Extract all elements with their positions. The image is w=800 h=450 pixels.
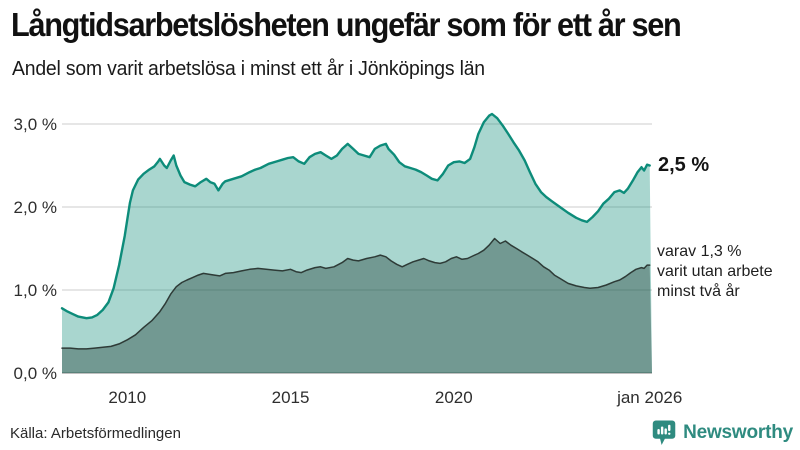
chart-subtitle: Andel som varit arbetslösa i minst ett å… xyxy=(12,58,485,80)
area-total-one-year xyxy=(62,114,652,373)
y-tick-label: 0,0 % xyxy=(14,364,57,383)
annotation-subset-label: varav 1,3 % varit utan arbete minst två … xyxy=(657,242,773,302)
annotation-subset-line1: varav 1,3 % xyxy=(657,243,742,260)
source-credit: Källa: Arbetsförmedlingen xyxy=(10,425,181,442)
newsworthy-logo[interactable]: Newsworthy xyxy=(652,419,793,447)
area-subset-two-years xyxy=(62,238,652,373)
annotation-subset-line3: minst två år xyxy=(657,283,740,300)
newsworthy-logo-icon xyxy=(652,419,677,447)
annotation-subset-line2: varit utan arbete xyxy=(657,263,773,280)
newsworthy-logo-wordmark: Newsworthy xyxy=(683,422,793,443)
y-tick-label: 1,0 % xyxy=(14,281,57,300)
annotation-total-value: 2,5 % xyxy=(658,154,710,176)
line-subset-two-years xyxy=(61,237,651,350)
x-tick-label: jan 2026 xyxy=(616,388,682,407)
line-total-one-year xyxy=(60,112,651,320)
y-tick-label: 3,0 % xyxy=(14,115,57,134)
x-tick-label: 2020 xyxy=(435,388,473,407)
y-tick-label: 2,0 % xyxy=(14,198,57,217)
x-tick-label: 2015 xyxy=(272,388,310,407)
chart-title: Långtidsarbetslösheten ungefär som för e… xyxy=(11,6,682,43)
x-tick-label: 2010 xyxy=(108,388,146,407)
